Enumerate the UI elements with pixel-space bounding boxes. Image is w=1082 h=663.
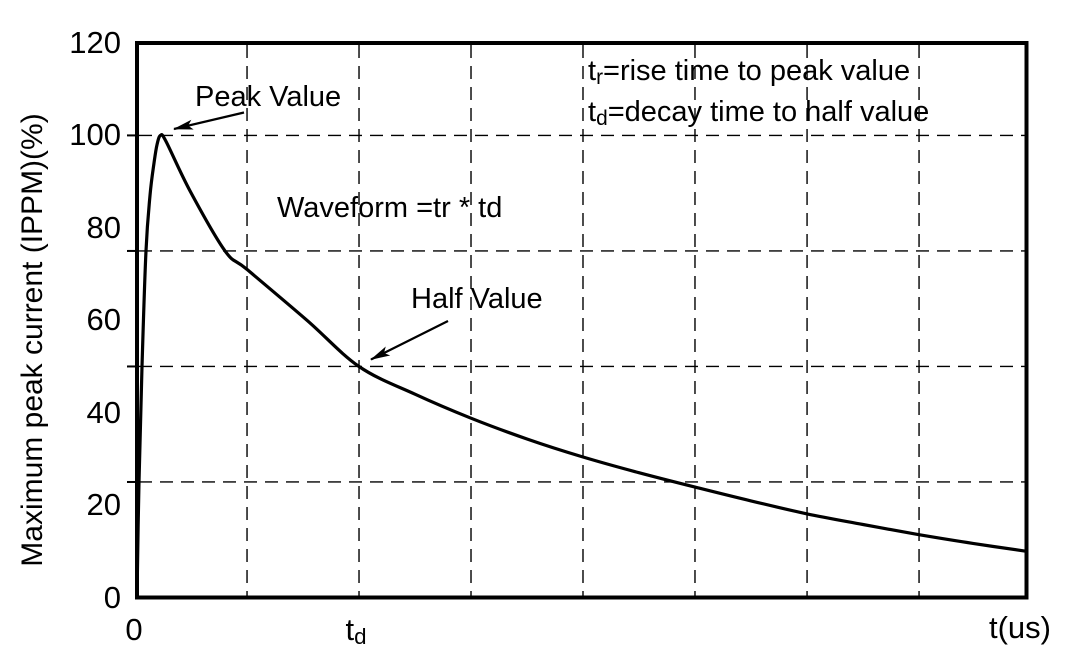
y-tick-100: 100 — [69, 117, 121, 153]
y-axis-tick-marks — [127, 134, 135, 483]
y-axis-title: Maximum peak current (IPPM)(%) — [16, 113, 49, 567]
peak-value-arrow — [173, 111, 245, 131]
rise-time-note: tr=rise time to peak value — [588, 55, 911, 89]
y-tick-120: 120 — [69, 25, 121, 60]
dashed-gridlines — [139, 45, 1025, 596]
x-tick-origin: 0 — [125, 612, 143, 647]
x-axis-unit-label: t(us) — [989, 610, 1051, 645]
definitions-note: tr=rise time to peak value td=decay time… — [588, 52, 929, 134]
y-tick-0: 0 — [103, 579, 121, 615]
y-tick-80: 80 — [86, 209, 121, 245]
half-value-arrow — [370, 320, 449, 361]
x-tick-td: td — [345, 612, 367, 650]
waveform-formula-label: Waveform =tr * td — [277, 192, 503, 224]
half-value-label: Half Value — [411, 283, 543, 315]
y-tick-20: 20 — [86, 487, 121, 523]
plot-border — [135, 41, 1029, 600]
y-tick-40: 40 — [86, 394, 121, 430]
waveform-curve — [135, 133, 1029, 600]
peak-value-label: Peak Value — [195, 81, 342, 113]
y-tick-60: 60 — [86, 302, 121, 338]
decay-time-note: td=decay time to half value — [588, 96, 930, 130]
